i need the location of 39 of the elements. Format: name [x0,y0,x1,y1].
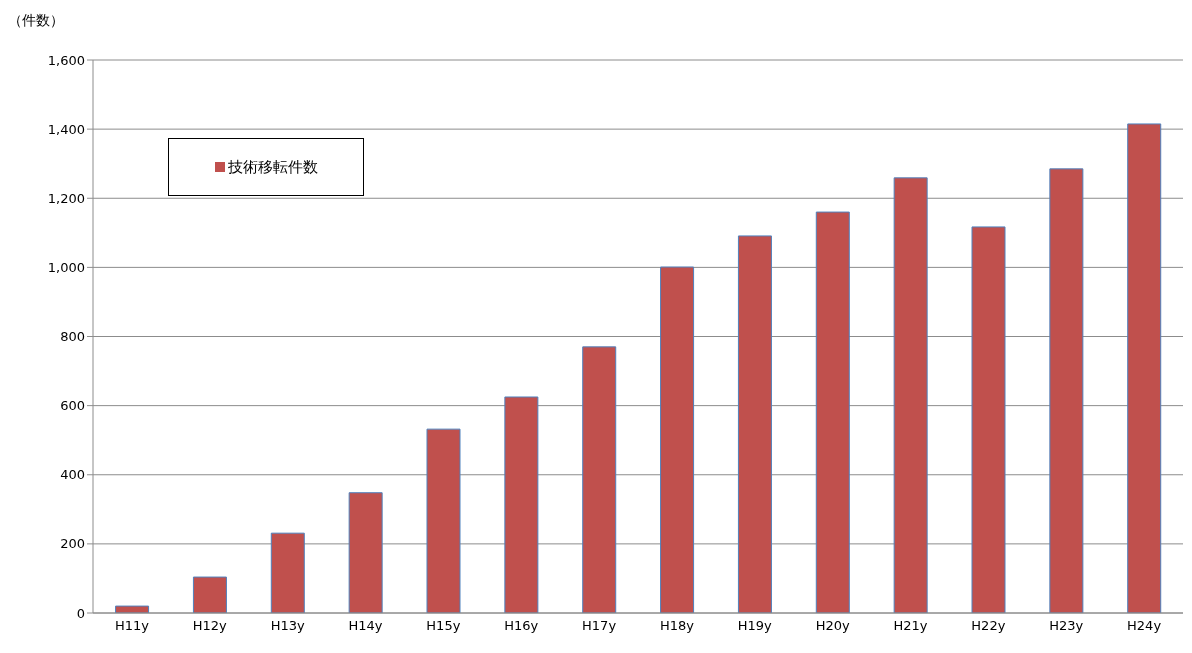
y-axis-title: （件数） [8,12,64,30]
bar [504,396,539,613]
bar [660,266,695,613]
x-tick-label: H19y [737,618,773,634]
bar [737,235,772,613]
bar [426,428,461,613]
bar [815,211,850,613]
bar [1127,123,1162,613]
x-tick-label: H22y [971,618,1006,634]
x-tick-label: H16y [504,618,539,634]
x-tick-label: H15y [426,618,461,634]
bar [893,177,928,613]
bar [348,492,383,613]
x-tick-label: H20y [815,618,850,634]
bar [192,576,227,613]
y-tick-label: 800 [60,329,85,345]
x-tick-label: H21y [893,618,928,634]
y-tick-label: 1,000 [47,259,85,275]
legend-label: 技術移転件数 [226,157,318,177]
x-tick-label: H17y [582,618,617,634]
y-tick-label: 600 [60,398,85,414]
x-tick-label: H11y [114,618,150,634]
bar [270,532,305,613]
x-tick-label: H23y [1049,618,1084,634]
bar [971,226,1006,613]
y-tick-label: 0 [76,605,85,621]
y-tick-label: 200 [60,536,85,552]
y-tick-label: 1,400 [47,121,85,137]
y-tick-label: 1,200 [47,190,85,206]
y-tick-label: 1,600 [47,52,85,68]
y-tick-label: 400 [60,467,85,483]
bar [582,346,617,613]
x-tick-label: H24y [1127,618,1162,634]
bar [1049,168,1084,613]
bar [115,605,150,613]
x-tick-label: H14y [348,618,383,634]
x-tick-label: H13y [270,618,305,634]
x-tick-label: H12y [192,618,228,634]
x-tick-label: H18y [659,618,695,634]
